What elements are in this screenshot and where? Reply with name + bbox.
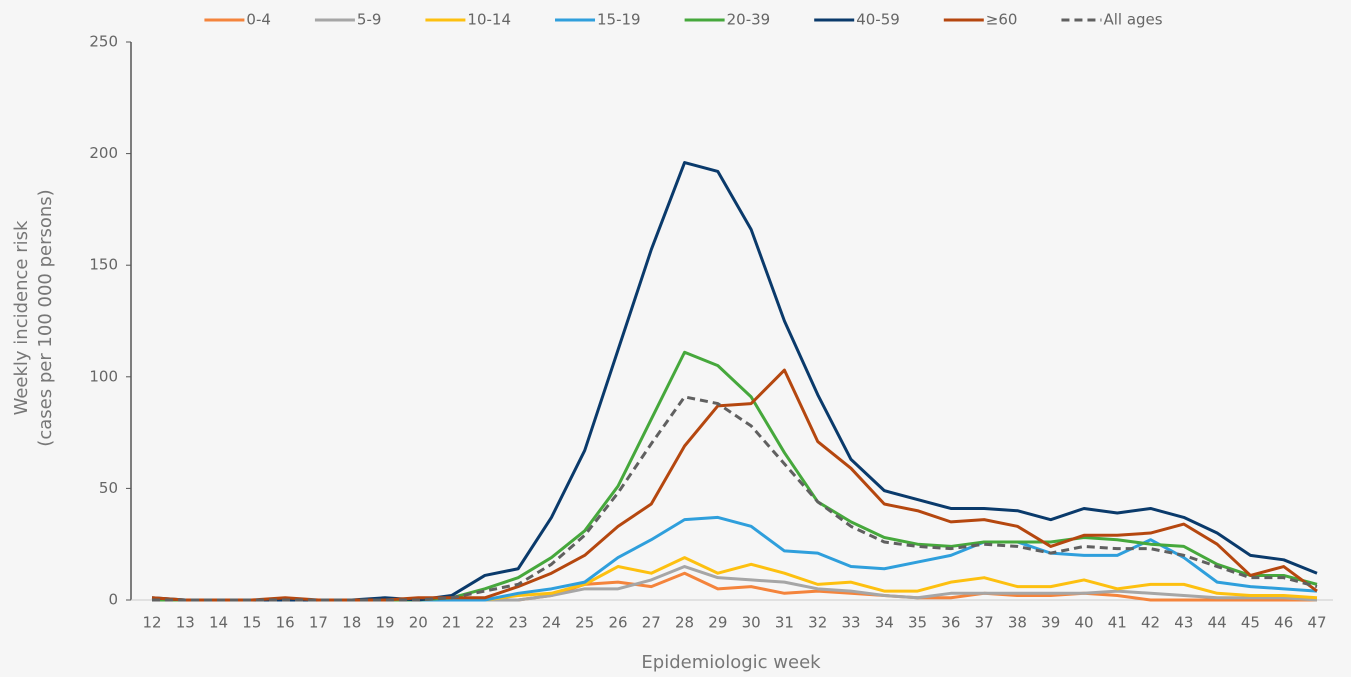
x-tick-label: 34 bbox=[875, 614, 894, 632]
x-tick-label: 41 bbox=[1108, 614, 1127, 632]
x-tick-label: 36 bbox=[941, 614, 960, 632]
legend-label: 0-4 bbox=[246, 11, 271, 29]
x-tick-label: 16 bbox=[276, 614, 295, 632]
x-tick-label: 42 bbox=[1141, 614, 1160, 632]
legend-label: 15-19 bbox=[597, 11, 641, 29]
x-tick-label: 39 bbox=[1041, 614, 1060, 632]
y-axis-label: (cases per 100 000 persons) bbox=[35, 189, 56, 446]
x-axis-label: Epidemiologic week bbox=[641, 652, 821, 673]
x-tick-label: 46 bbox=[1274, 614, 1293, 632]
x-tick-label: 33 bbox=[841, 614, 860, 632]
x-tick-label: 12 bbox=[142, 614, 161, 632]
x-tick-label: 35 bbox=[908, 614, 927, 632]
x-tick-label: 27 bbox=[642, 614, 661, 632]
legend-label: 5-9 bbox=[357, 11, 382, 29]
legend-label: 10-14 bbox=[467, 11, 511, 29]
x-tick-label: 28 bbox=[675, 614, 694, 632]
x-tick-label: 23 bbox=[509, 614, 528, 632]
x-tick-label: 13 bbox=[176, 614, 195, 632]
legend-label: All ages bbox=[1103, 11, 1162, 29]
x-tick-label: 21 bbox=[442, 614, 461, 632]
series-line bbox=[152, 350, 1318, 602]
y-tick-label: 50 bbox=[99, 479, 118, 497]
x-tick-label: 32 bbox=[808, 614, 827, 632]
y-tick-label: 250 bbox=[89, 33, 118, 51]
x-tick-label: 26 bbox=[608, 614, 627, 632]
x-tick-label: 37 bbox=[975, 614, 994, 632]
series-line bbox=[152, 565, 1318, 602]
x-tick-label: 47 bbox=[1307, 614, 1326, 632]
x-tick-label: 19 bbox=[375, 614, 394, 632]
legend-label: ≥60 bbox=[986, 11, 1018, 29]
x-tick-label: 44 bbox=[1208, 614, 1227, 632]
x-tick-label: 43 bbox=[1174, 614, 1193, 632]
y-tick-label: 200 bbox=[89, 144, 118, 162]
x-tick-label: 29 bbox=[708, 614, 727, 632]
x-tick-label: 30 bbox=[742, 614, 761, 632]
y-tick-label: 0 bbox=[108, 591, 118, 609]
x-tick-label: 31 bbox=[775, 614, 794, 632]
legend-label: 40-59 bbox=[856, 11, 900, 29]
x-tick-label: 24 bbox=[542, 614, 561, 632]
y-tick-label: 100 bbox=[89, 367, 118, 385]
y-tick-label: 150 bbox=[89, 256, 118, 274]
legend-label: 20-39 bbox=[727, 11, 771, 29]
y-axis-label: Weekly incidence risk bbox=[11, 220, 32, 415]
x-tick-label: 20 bbox=[409, 614, 428, 632]
series-line bbox=[151, 368, 1318, 602]
x-tick-label: 45 bbox=[1241, 614, 1260, 632]
x-tick-label: 14 bbox=[209, 614, 228, 632]
x-tick-label: 40 bbox=[1074, 614, 1093, 632]
x-tick-label: 17 bbox=[309, 614, 328, 632]
x-tick-label: 22 bbox=[475, 614, 494, 632]
x-tick-label: 25 bbox=[575, 614, 594, 632]
x-tick-label: 15 bbox=[242, 614, 261, 632]
x-tick-label: 18 bbox=[342, 614, 361, 632]
x-tick-label: 38 bbox=[1008, 614, 1027, 632]
